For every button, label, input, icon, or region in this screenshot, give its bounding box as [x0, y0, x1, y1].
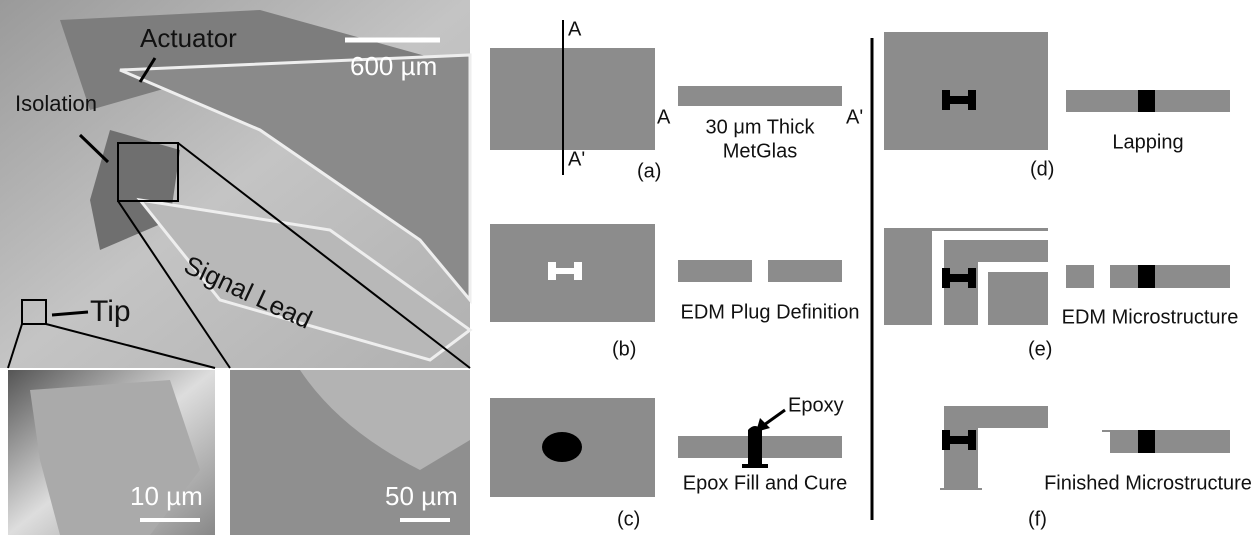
label: Isolation: [15, 91, 97, 116]
panel-d: Lapping (d): [884, 32, 1230, 180]
tag: (d): [1030, 158, 1054, 180]
callout: Epoxy: [788, 394, 844, 416]
caption: EDM Plug Definition: [681, 301, 860, 323]
label: Actuator: [140, 23, 237, 53]
panel-a: A A' A A' 30 μm Thick MetGlas (a): [490, 18, 863, 182]
panel-b: EDM Plug Definition (b): [490, 224, 859, 360]
caption: Lapping: [1112, 131, 1183, 153]
tag: (f): [1028, 508, 1047, 530]
scale-label: 10 µm: [130, 481, 203, 511]
caption: EDM Microstructure: [1062, 306, 1239, 328]
label: A: [657, 106, 671, 128]
tag: (a): [637, 160, 661, 182]
panel-c: Epoxy Epox Fill and Cure (c): [490, 394, 847, 530]
sem-photo: Actuator 600 µm Isolation Signal Lead Ti…: [0, 0, 470, 535]
tag: (c): [617, 508, 640, 530]
tag: (e): [1028, 338, 1052, 360]
caption: 30 μm Thick: [706, 116, 816, 138]
panel-f: Finished Microstructure (f): [940, 406, 1252, 530]
tag: (b): [612, 338, 636, 360]
label: A: [568, 18, 582, 40]
caption: MetGlas: [723, 140, 797, 162]
label: Tip: [90, 295, 131, 328]
figure: Actuator 600 µm Isolation Signal Lead Ti…: [0, 0, 1255, 535]
label: A': [846, 106, 863, 128]
scale-label: 600 µm: [350, 51, 437, 81]
caption: Epox Fill and Cure: [683, 472, 848, 494]
label: A': [568, 148, 585, 170]
caption: Finished Microstructure: [1044, 472, 1252, 494]
panel-e: EDM Microstructure (e): [884, 228, 1238, 360]
scale-label: 50 µm: [385, 481, 458, 511]
